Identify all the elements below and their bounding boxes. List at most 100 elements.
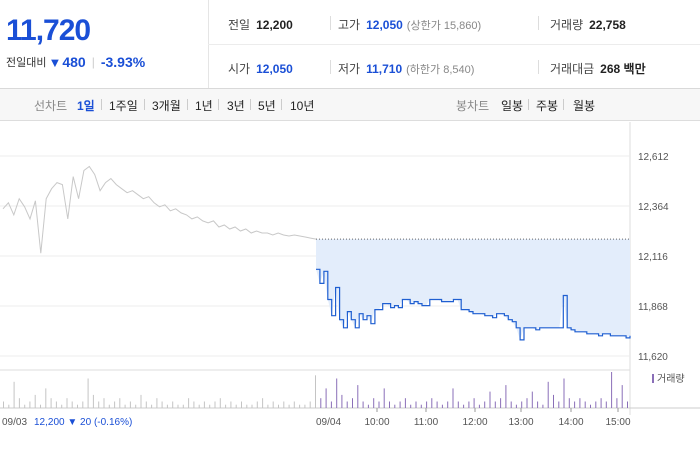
divider bbox=[563, 99, 564, 110]
line-chart-label: 선차트 bbox=[34, 99, 68, 113]
x-axis: 09/03 12,200 ▼ 20 (-0.16%) 09/04 10:00 11:00… bbox=[2, 408, 631, 428]
volume-bar bbox=[3, 401, 4, 408]
prev-day-change: 20 (-0.16%) bbox=[77, 417, 132, 428]
volume-bar bbox=[357, 385, 359, 408]
volume-bar bbox=[34, 394, 36, 408]
x-tick-label: 15:00 bbox=[605, 417, 630, 428]
divider bbox=[528, 99, 529, 110]
volume-bar bbox=[262, 398, 264, 408]
volume-bar bbox=[82, 401, 84, 408]
volume-bar bbox=[484, 401, 486, 408]
x-tick-label-prev-date: 09/03 bbox=[2, 417, 27, 428]
stat-value: 12,050 bbox=[256, 62, 293, 76]
volume-bars: 거래량 bbox=[3, 372, 685, 408]
volume-bar bbox=[230, 401, 232, 408]
volume-bar bbox=[182, 404, 184, 408]
stats-row-1: 전일 12,200 고가 12,050 (상한가 15,860) 거래량 22,758 bbox=[208, 0, 700, 45]
volume-bar bbox=[140, 394, 142, 408]
volume-bar bbox=[50, 398, 52, 408]
volume-bar bbox=[188, 398, 190, 408]
volume-bar bbox=[66, 398, 68, 408]
tab-5year[interactable]: 5년 bbox=[258, 99, 276, 113]
stat-label: 저가 bbox=[338, 62, 361, 76]
down-triangle-icon: ▼ bbox=[48, 54, 62, 70]
stat-value: 11,710 bbox=[366, 62, 403, 76]
x-tick-label: 11:00 bbox=[414, 417, 439, 428]
quote-stats: 전일 12,200 고가 12,050 (상한가 15,860) 거래량 22,758 … bbox=[208, 0, 700, 88]
tab-1day[interactable]: 1일 bbox=[77, 99, 95, 113]
volume-bar bbox=[394, 404, 396, 408]
volume-bar bbox=[346, 401, 348, 408]
stat-value: 22,758 bbox=[589, 18, 626, 32]
x-tick-label: 10:00 bbox=[364, 417, 389, 428]
volume-bar bbox=[336, 378, 338, 408]
volume-bar bbox=[293, 401, 295, 408]
divider bbox=[218, 99, 219, 110]
y-tick-label: 11,620 bbox=[638, 352, 668, 363]
volume-bar bbox=[468, 401, 470, 408]
divider bbox=[281, 99, 282, 110]
volume-bar bbox=[362, 401, 364, 408]
tab-weekly-candle[interactable]: 주봉 bbox=[536, 99, 559, 113]
volume-legend-label: 거래량 bbox=[657, 373, 685, 385]
prev-day-line bbox=[2, 165, 317, 254]
price-change: 전일대비 ▼ 480 | -3.93% bbox=[6, 54, 145, 70]
volume-bar bbox=[531, 391, 533, 408]
divider bbox=[330, 60, 331, 74]
tab-3month[interactable]: 3개월 bbox=[152, 99, 181, 113]
x-tick-label: 12:00 bbox=[462, 417, 487, 428]
candle-chart-label: 봉차트 bbox=[456, 99, 490, 113]
current-price: 11,720 bbox=[6, 14, 91, 47]
divider bbox=[538, 60, 539, 74]
volume-bar bbox=[77, 404, 78, 408]
volume-bar bbox=[558, 401, 560, 408]
volume-bar bbox=[447, 401, 449, 408]
tab-1year[interactable]: 1년 bbox=[195, 99, 213, 113]
divider bbox=[538, 16, 539, 30]
open-stat: 시가 12,050 bbox=[228, 60, 293, 77]
x-tick-label-today-date: 09/04 bbox=[316, 417, 341, 428]
stat-value: 12,050 bbox=[366, 18, 403, 32]
divider bbox=[250, 99, 251, 110]
current-price-box: 11,720 전일대비 ▼ 480 | -3.93% bbox=[0, 0, 209, 88]
change-label: 전일대비 bbox=[6, 57, 47, 69]
tab-1week[interactable]: 1주일 bbox=[109, 99, 138, 113]
volume-bar bbox=[595, 401, 597, 408]
stat-label: 거래대금 bbox=[550, 62, 595, 76]
volume-bar bbox=[103, 398, 105, 408]
volume-bar bbox=[29, 401, 31, 408]
quote-header: 11,720 전일대비 ▼ 480 | -3.93% 전일 12,200 고가 12… bbox=[0, 0, 700, 89]
volume-stat: 거래량 22,758 bbox=[550, 16, 626, 33]
tab-10year[interactable]: 10년 bbox=[290, 99, 315, 113]
volume-bar bbox=[378, 401, 380, 408]
volume-bar bbox=[389, 401, 390, 408]
volume-bar bbox=[203, 401, 205, 408]
divider bbox=[144, 99, 145, 110]
volume-bar bbox=[478, 404, 480, 408]
volume-bar bbox=[13, 381, 15, 408]
volume-bar bbox=[108, 404, 110, 408]
volume-bar bbox=[526, 398, 528, 408]
volume-bar bbox=[441, 404, 443, 408]
tab-monthly-candle[interactable]: 월봉 bbox=[573, 99, 596, 113]
volume-bar bbox=[457, 401, 459, 408]
volume-bar bbox=[71, 401, 73, 408]
change-percent: -3.93% bbox=[100, 54, 146, 70]
chart-grid bbox=[0, 122, 700, 415]
volume-bar bbox=[278, 404, 279, 408]
volume-bar bbox=[415, 401, 417, 408]
volume-bar bbox=[500, 398, 502, 408]
tab-3year[interactable]: 3년 bbox=[227, 99, 245, 113]
stat-label: 고가 bbox=[338, 18, 361, 32]
volume-bar bbox=[553, 394, 554, 408]
tab-daily-candle[interactable]: 일봉 bbox=[501, 99, 524, 113]
amount-stat: 거래대금 268 백만 bbox=[550, 60, 646, 77]
volume-bar bbox=[225, 404, 227, 408]
volume-bar bbox=[605, 401, 607, 408]
volume-bar bbox=[156, 398, 158, 408]
volume-bar bbox=[426, 401, 428, 408]
volume-bar bbox=[315, 375, 316, 408]
volume-bar bbox=[489, 391, 491, 408]
volume-bar bbox=[98, 401, 100, 408]
